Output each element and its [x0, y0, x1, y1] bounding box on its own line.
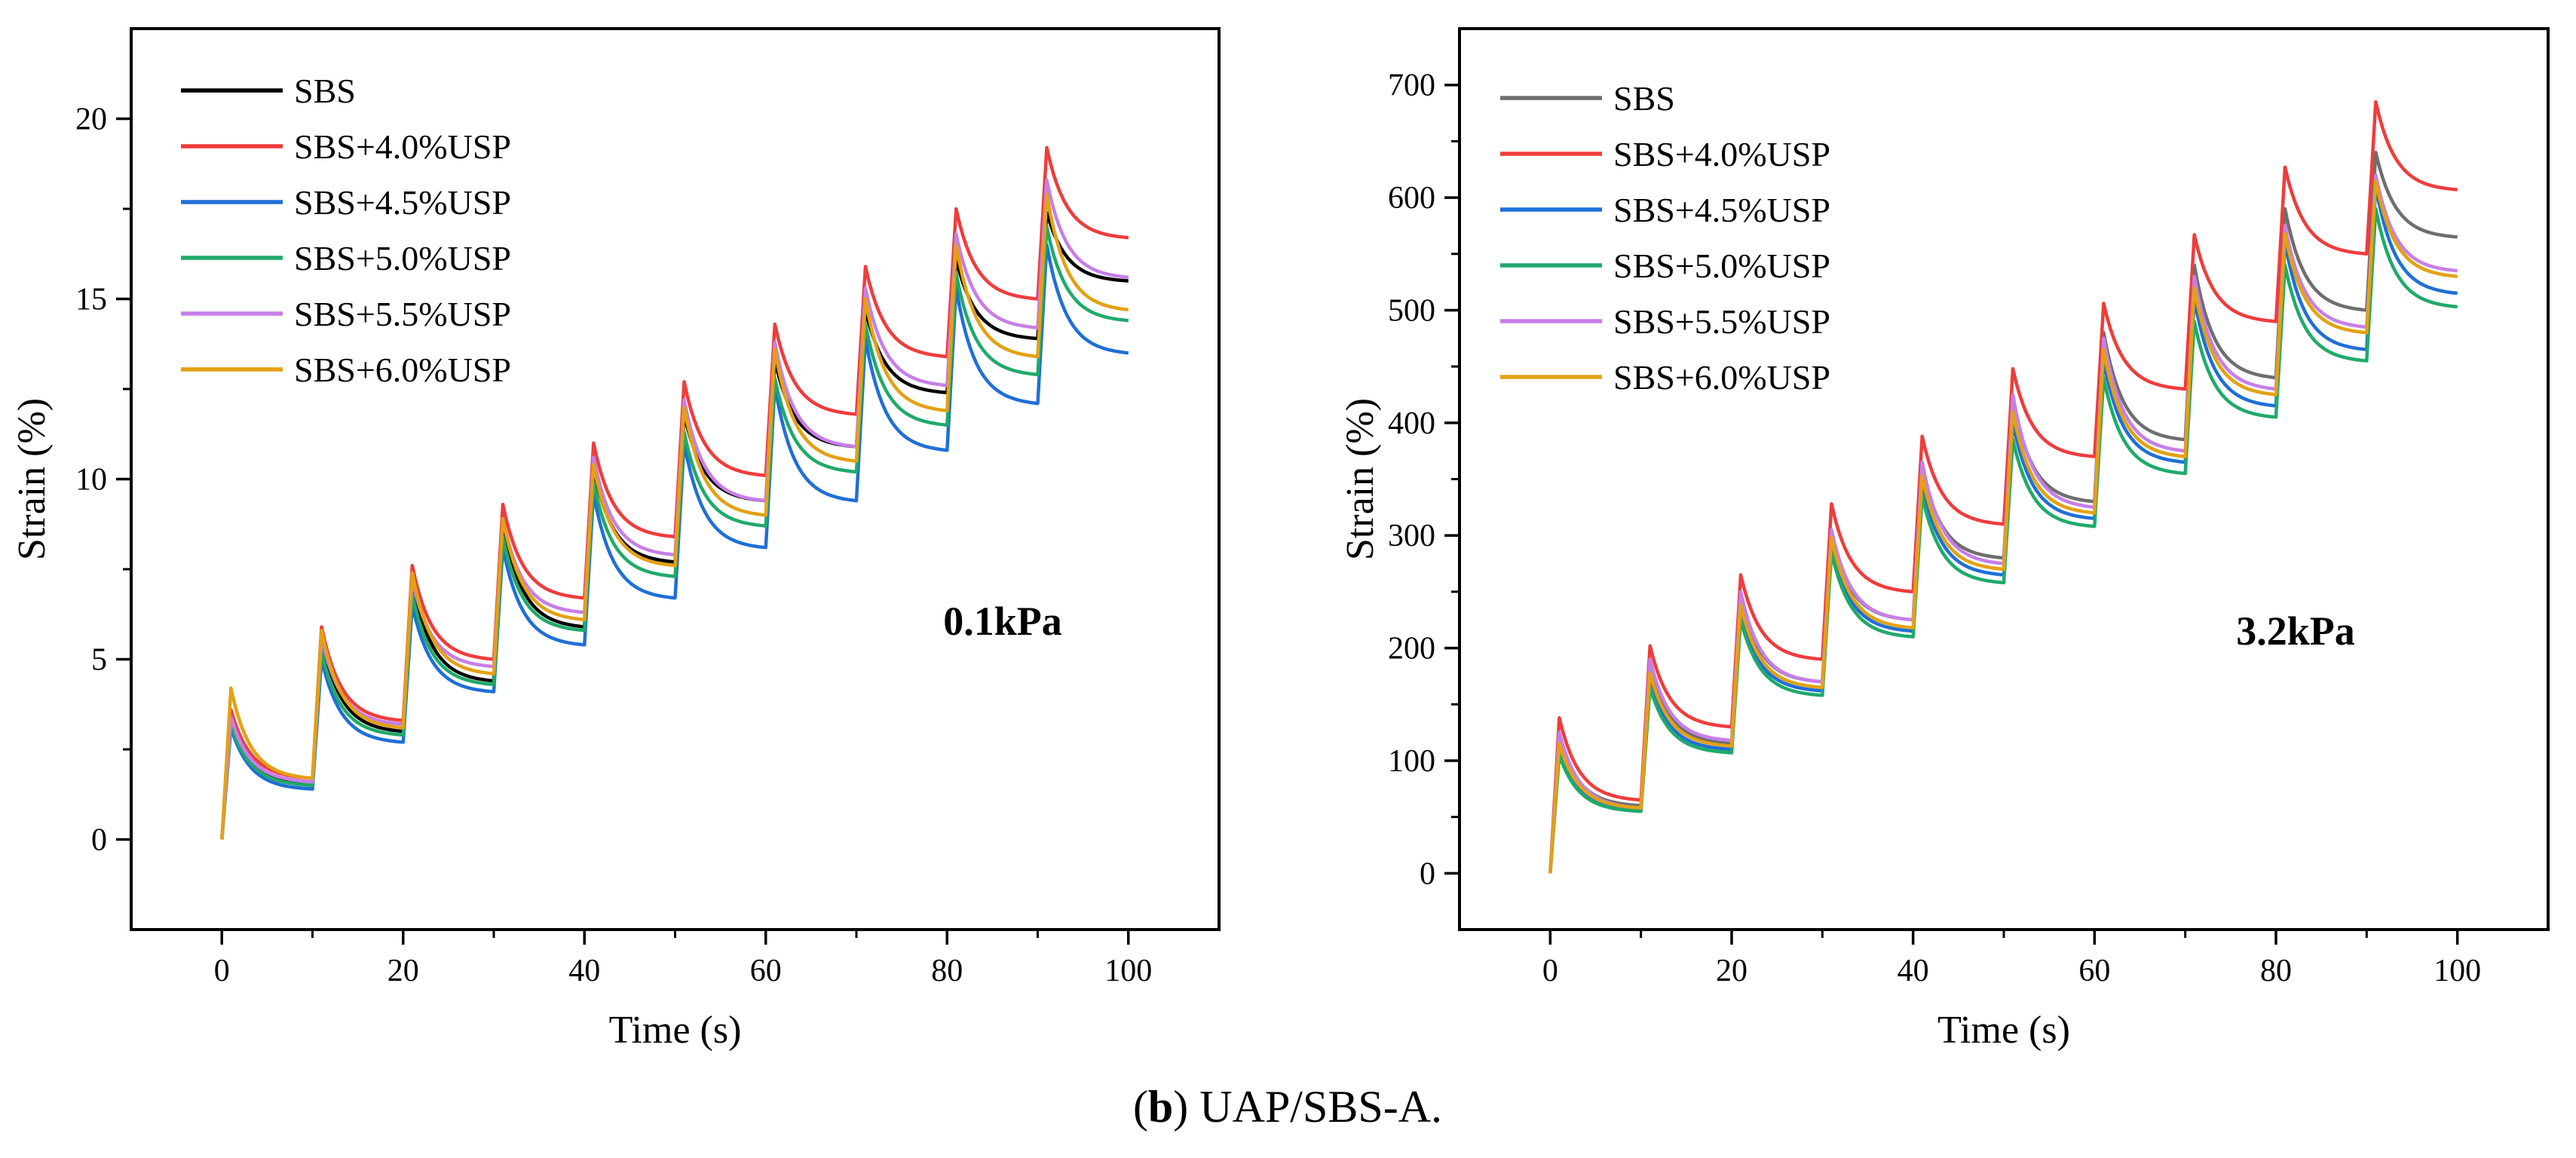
x-tick-label-0: 0 [1542, 954, 1558, 988]
x-tick-label-5: 100 [1104, 954, 1152, 988]
y-tick-label-4: 400 [1388, 406, 1435, 441]
y-tick-label-1: 5 [91, 643, 107, 678]
x-tick-label-0: 0 [214, 954, 230, 988]
y-tick-label-6: 600 [1388, 181, 1435, 216]
figure-caption: (b) UAP/SBS-A. [1133, 1082, 1442, 1132]
chart-right: 0 20 40 60 80 100 0 100 200 300 400 500 600 700 Time (… [1339, 27, 2550, 1052]
y-tick-label-5: 500 [1388, 293, 1435, 328]
legend-label-2: SBS+4.5%USP [1613, 191, 1830, 229]
caption-letter: b [1148, 1082, 1173, 1132]
series-line-1-5 [1548, 179, 2458, 874]
series-line-1-3 [1548, 207, 2458, 874]
pressure-annotation: 3.2kPa [2236, 608, 2355, 654]
x-tick-label-5: 100 [2434, 954, 2481, 988]
legend-label-3: SBS+5.0%USP [294, 239, 511, 277]
x-tick-label-1: 20 [1716, 954, 1747, 988]
x-tick-label-4: 80 [931, 954, 963, 988]
x-tick-label-3: 60 [750, 954, 782, 988]
x-tick-label-2: 40 [1898, 954, 1929, 988]
series-line-0-3 [220, 225, 1129, 840]
series-line-1-1 [1548, 100, 2458, 874]
caption-close-paren: ) [1173, 1082, 1188, 1132]
x-tick-label-4: 80 [2260, 954, 2292, 988]
caption-open-paren: ( [1133, 1082, 1148, 1132]
y-tick-label-3: 15 [75, 283, 107, 317]
x-tick-label-1: 20 [387, 954, 419, 988]
x-tick-label-2: 40 [568, 954, 600, 988]
legend-label-0: SBS [1613, 79, 1675, 118]
legend-label-5: SBS+6.0%USP [1613, 358, 1830, 397]
legend-label-4: SBS+5.5%USP [294, 295, 511, 333]
legend-label-3: SBS+5.0%USP [1613, 247, 1830, 285]
y-tick-label-2: 200 [1388, 632, 1435, 666]
caption-text: UAP/SBS-A. [1188, 1082, 1442, 1132]
y-tick-label-7: 700 [1388, 69, 1435, 103]
series-line-0-5 [220, 192, 1129, 840]
legend-label-5: SBS+6.0%USP [294, 351, 511, 389]
x-axis-title: Time (s) [609, 1009, 742, 1052]
y-axis-title: Strain (%) [1339, 398, 1382, 560]
legend-label-1: SBS+4.0%USP [294, 127, 511, 166]
y-tick-label-4: 20 [75, 103, 107, 137]
y-tick-label-2: 10 [75, 463, 107, 498]
y-tick-label-1: 100 [1388, 744, 1435, 779]
series-line-0-2 [220, 243, 1129, 840]
y-tick-label-0: 0 [91, 823, 107, 858]
legend-label-1: SBS+4.0%USP [1613, 135, 1830, 173]
legend-label-4: SBS+5.5%USP [1613, 302, 1830, 341]
legend-label-0: SBS [294, 72, 356, 110]
y-axis-title: Strain (%) [11, 398, 54, 560]
x-tick-label-3: 60 [2078, 954, 2110, 988]
legend-label-2: SBS+4.5%USP [294, 183, 511, 222]
pressure-annotation: 0.1kPa [943, 599, 1062, 644]
x-axis-title: Time (s) [1937, 1009, 2070, 1052]
chart-left: 0 20 40 60 80 100 0 5 10 15 20 Time (s) Strain (%) SB… [11, 27, 1221, 1052]
y-tick-label-0: 0 [1420, 856, 1435, 891]
y-tick-label-3: 300 [1388, 519, 1435, 553]
